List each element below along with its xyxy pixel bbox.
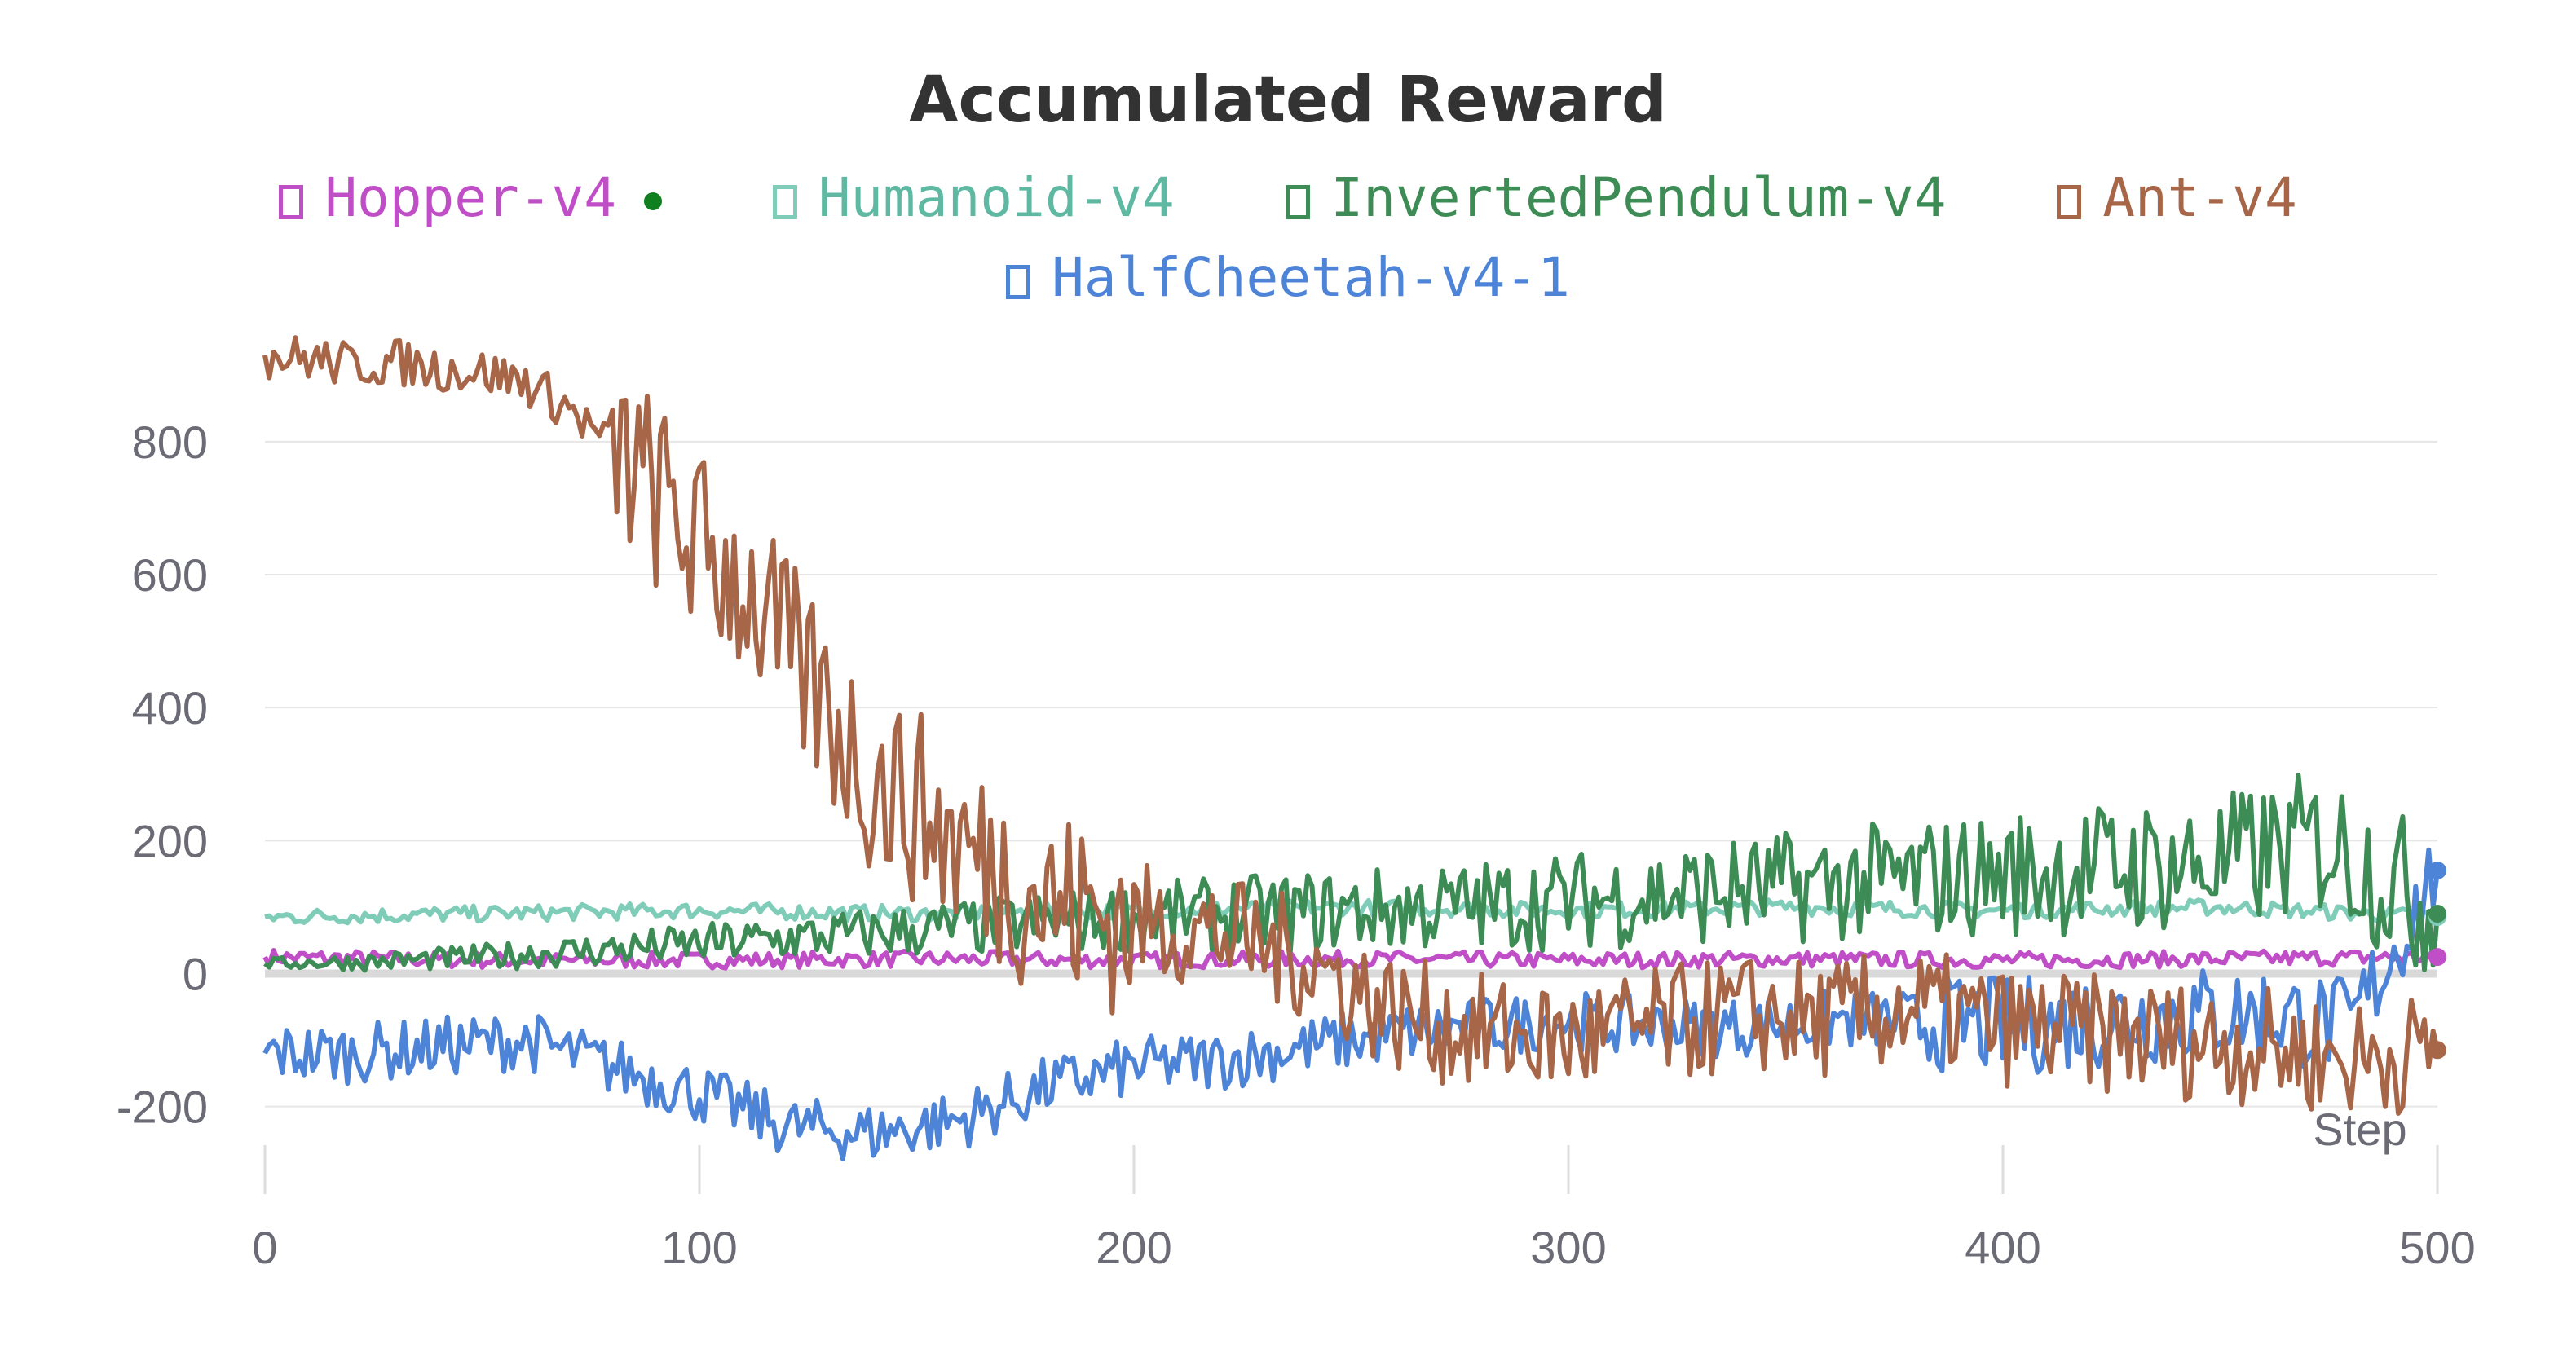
y-tick-label-1: 600 <box>132 549 208 601</box>
legend-label-humanoid: Humanoid-v4 <box>818 166 1175 230</box>
x-tick-label-1: 100 <box>661 1222 737 1273</box>
series-endpoint-InvertedPendulum-v4 <box>2428 905 2446 923</box>
x-axis-label: Step <box>2313 1104 2406 1155</box>
legend-item-ant[interactable]: Ant-v4 <box>2057 166 2297 230</box>
legend-label-ant: Ant-v4 <box>2102 166 2297 230</box>
legend-swatch-invertedpendulum <box>1285 185 1310 220</box>
x-tick-label-3: 300 <box>1530 1222 1606 1273</box>
y-tick-label-2: 400 <box>132 682 208 734</box>
legend-swatch-humanoid <box>772 185 797 220</box>
legend-label-hopper: Hopper-v4 <box>324 166 616 230</box>
legend-row-2: HalfCheetah-v4-1 <box>0 243 2576 309</box>
y-tick-label-5: -200 <box>117 1082 208 1133</box>
y-tick-label-3: 200 <box>132 815 208 866</box>
x-tick-label-2: 200 <box>1096 1222 1171 1273</box>
x-tick-label-4: 400 <box>1965 1222 2040 1273</box>
legend-swatch-ant <box>2057 185 2082 220</box>
legend-row-1: Hopper-v4 Humanoid-v4 InvertedPendulum-v… <box>0 163 2576 229</box>
series-layer <box>262 335 2440 1161</box>
y-tick-label-0: 800 <box>132 416 208 468</box>
legend-item-halfcheetah[interactable]: HalfCheetah-v4-1 <box>1006 246 1570 309</box>
series-line-Ant-v4 <box>262 335 2440 1116</box>
y-axis: 800 600 400 200 0 -200 <box>117 416 208 1133</box>
legend-label-invertedpendulum: InvertedPendulum-v4 <box>1330 166 1947 230</box>
series-endpoint-Ant-v4 <box>2428 1041 2446 1060</box>
series-endpoint-Hopper-v4 <box>2428 948 2446 967</box>
series-line-InvertedPendulum-v4 <box>263 773 2440 973</box>
series-endpoints <box>2428 862 2446 1060</box>
x-axis: 0 100 200 300 400 500 <box>252 1145 2476 1273</box>
active-series-dot-icon <box>643 192 662 211</box>
x-tick-label-0: 0 <box>252 1222 277 1273</box>
chart-title: Accumulated Reward <box>909 64 1667 137</box>
series-endpoint-HalfCheetah-v4-1 <box>2428 862 2446 880</box>
legend-item-invertedpendulum[interactable]: InvertedPendulum-v4 <box>1285 166 1947 230</box>
series-line-Hopper-v4 <box>262 947 2440 971</box>
legend-swatch-halfcheetah <box>1006 265 1031 300</box>
legend-item-hopper[interactable]: Hopper-v4 <box>279 166 662 229</box>
y-tick-label-4: 0 <box>183 948 208 999</box>
x-tick-label-5: 500 <box>2399 1222 2475 1273</box>
legend-label-halfcheetah: HalfCheetah-v4-1 <box>1052 246 1570 310</box>
series-line-Humanoid-v4 <box>264 897 2438 926</box>
legend-item-humanoid[interactable]: Humanoid-v4 <box>772 166 1175 230</box>
legend-swatch-hopper <box>279 185 304 220</box>
